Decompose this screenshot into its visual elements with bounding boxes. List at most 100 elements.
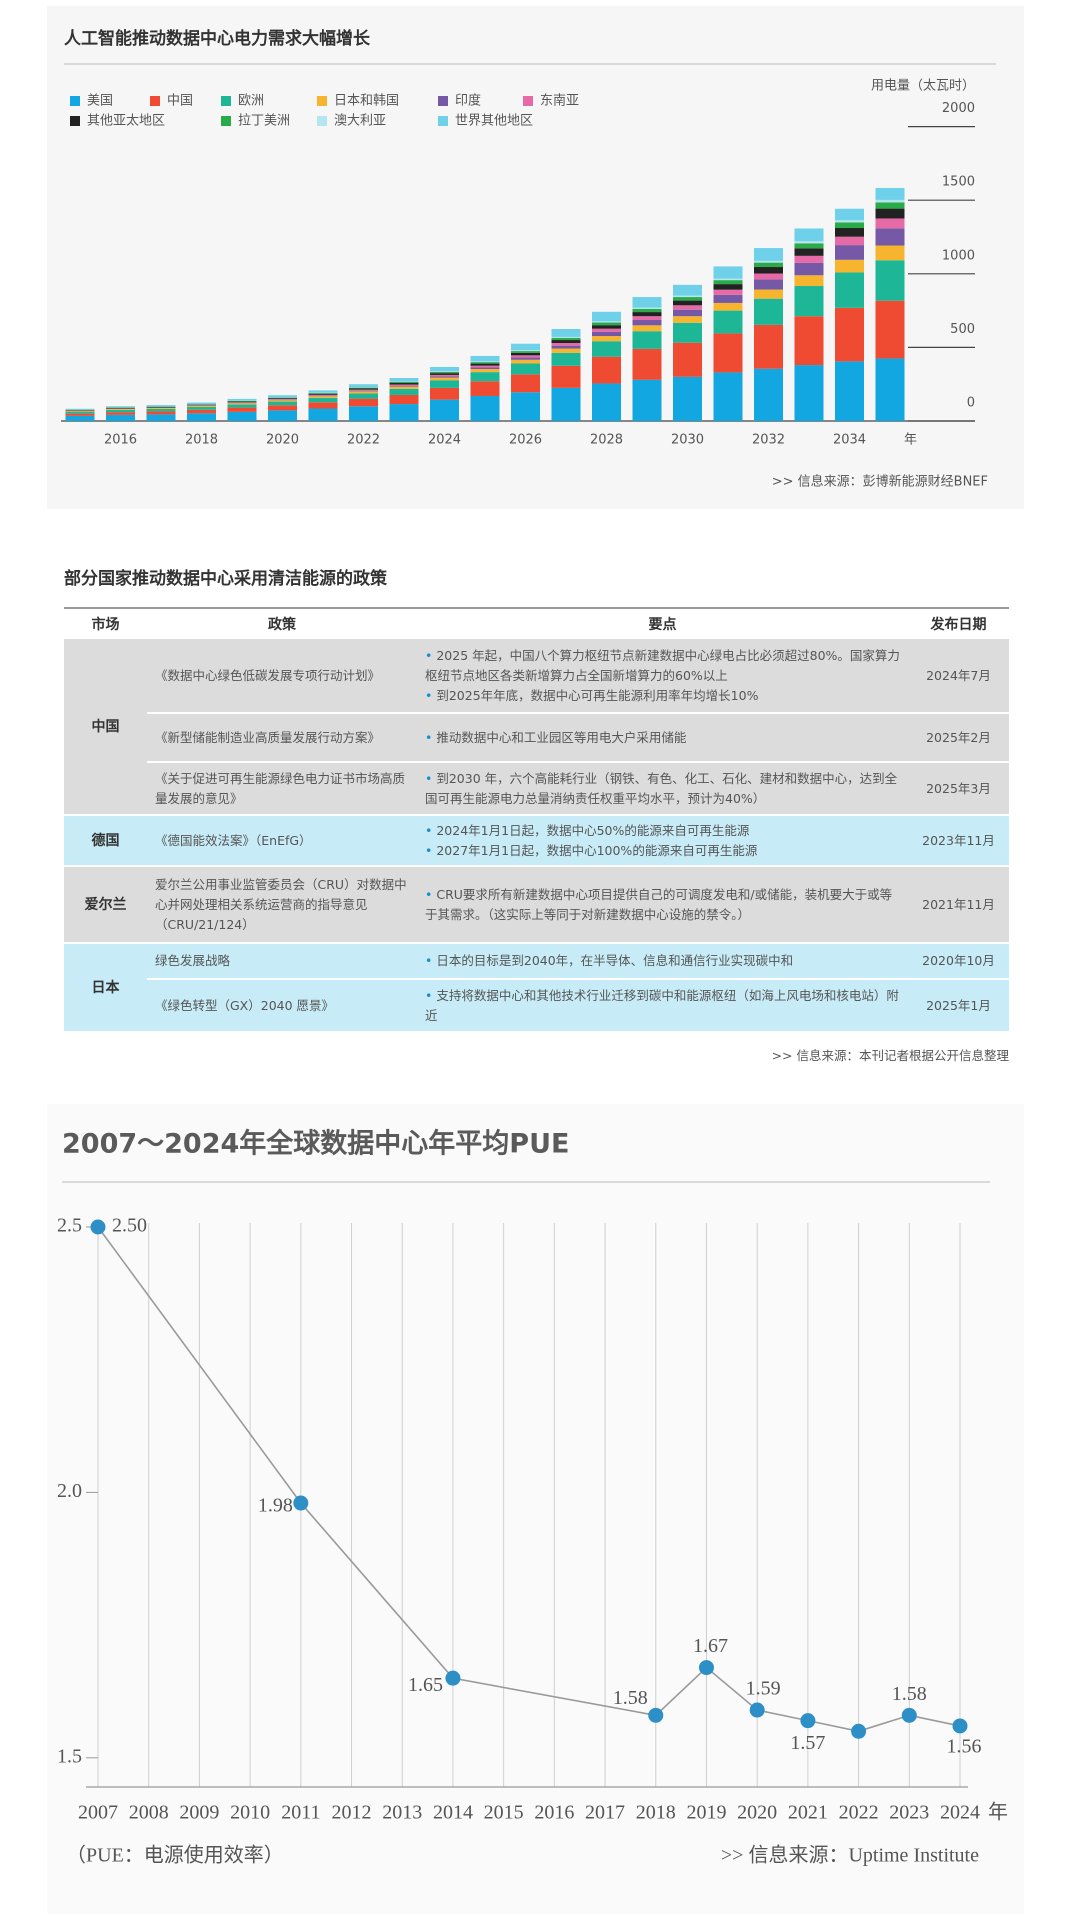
market-cell: 日本: [64, 943, 147, 1033]
chart-source: >> 信息来源：彭博新能源财经BNEF: [772, 474, 988, 490]
column-header: 要点: [417, 607, 908, 639]
bar-segment: [632, 307, 662, 309]
legend-label: 拉丁美洲: [238, 114, 290, 129]
data-point: [800, 1713, 816, 1729]
x-tick-label: 2007: [78, 1802, 118, 1824]
bar-segment: [389, 386, 419, 389]
x-tick-label: 2020: [266, 433, 299, 448]
bar-segment: [835, 228, 864, 237]
x-tick-label: 2018: [185, 433, 218, 448]
bar-segment: [713, 294, 743, 303]
legend-label: 东南亚: [540, 93, 579, 109]
data-point: [851, 1723, 867, 1739]
bar-segment: [470, 363, 500, 366]
footnote: （PUE：电源使用效率）: [66, 1844, 284, 1867]
bar-segment: [835, 272, 864, 308]
bar-segment: [187, 409, 216, 414]
bar-segment: [470, 355, 500, 362]
bar-segment: [551, 387, 581, 421]
table-row: 日本绿色发展战略日本的目标是到2040年，在半导体、信息和通信行业实现碳中和 20…: [64, 943, 1009, 1033]
data-point: [901, 1707, 917, 1723]
bar-segment: [106, 406, 135, 408]
bar-segment: [389, 404, 419, 421]
bar-segment: [673, 284, 702, 296]
data-label: 1.65: [408, 1674, 443, 1696]
table-row: 《绿色转型（GX）2040 愿景》支持将数据中心和其他技术行业迁移到碳中和能源枢…: [64, 979, 1009, 1033]
bar-segment: [65, 410, 95, 412]
policy-table-section: 部分国家推动数据中心采用清洁能源的政策 市场 政策 要点 发布日期 中国 《数据中心绿色…: [64, 566, 1009, 1064]
x-tick-label: 2028: [590, 433, 623, 448]
bar-segment: [632, 331, 662, 349]
bar-segment: [146, 414, 176, 421]
bar-segment: [268, 410, 297, 421]
bar-segment: [511, 392, 540, 421]
bar-segment: [146, 408, 176, 409]
bar-segment: [511, 355, 540, 358]
x-tick-label: 2020: [737, 1802, 777, 1824]
points-cell: 推动数据中心和工业园区等用电大户采用储能: [417, 713, 908, 763]
bar-segment: [187, 407, 216, 410]
bar-segment: [835, 307, 864, 362]
bar-segment: [673, 295, 702, 298]
bar-segment: [835, 208, 864, 221]
bar-segment: [794, 228, 824, 242]
x-tick-label: 2022: [347, 433, 380, 448]
bar-segment: [187, 413, 216, 421]
bar-segment: [835, 222, 864, 229]
bar-segment: [268, 397, 297, 399]
y-tick-label: 1.5: [57, 1745, 82, 1767]
bar-segment: [106, 409, 135, 413]
header-row: 市场 政策 要点 发布日期: [64, 607, 1009, 639]
legend-swatch: [438, 116, 448, 126]
x-tick-label: 2011: [281, 1802, 320, 1824]
bar-segment: [227, 400, 257, 402]
bar-segment: [875, 202, 905, 209]
bar-segment: [713, 302, 743, 311]
chart-source: >> 信息来源：Uptime Institute: [721, 1844, 979, 1867]
bar-segment: [268, 401, 297, 406]
bar-segment: [470, 369, 500, 373]
bar-segment: [187, 404, 216, 406]
x-tick-label: 2014: [433, 1802, 473, 1824]
bar-segment: [430, 387, 459, 400]
bar-segment: [835, 361, 864, 421]
policy-cell: 《德国能效法案》（EnEfG）: [147, 815, 417, 867]
bar-segment: [794, 243, 824, 249]
y-tick-label: 1000: [942, 248, 975, 263]
bar-segment: [308, 408, 338, 421]
bar-segment: [551, 345, 581, 349]
bar-segment: [875, 218, 905, 229]
bar-segment: [146, 408, 176, 412]
bar-segment: [389, 378, 419, 382]
panel: [47, 1104, 1024, 1914]
data-point: [648, 1707, 664, 1723]
point: 推动数据中心和工业园区等用电大户采用储能: [425, 728, 900, 748]
bar-segment: [349, 393, 378, 399]
bar-segment: [713, 310, 743, 334]
bar-segment: [551, 336, 581, 338]
bar-segment: [389, 385, 419, 387]
bar-segment: [754, 267, 783, 274]
x-tick-label: 2030: [671, 433, 704, 448]
point: 2027年1月1日起，数据中心100%的能源来自可再生能源: [425, 841, 900, 861]
legend-swatch: [70, 116, 80, 126]
chart-title: 人工智能推动数据中心电力需求大幅增长: [64, 28, 371, 49]
bar-segment: [349, 406, 378, 421]
bar-segment: [592, 336, 621, 342]
legend-swatch: [70, 96, 80, 106]
data-point: [698, 1660, 714, 1676]
data-label: 1.98: [258, 1495, 293, 1517]
data-label: 1.67: [693, 1635, 728, 1657]
bar-segment: [65, 411, 95, 414]
bar-segment: [430, 371, 459, 372]
bar-segment: [511, 359, 540, 364]
bar-segment: [106, 414, 135, 421]
bar-segment: [875, 260, 905, 301]
table-row: 中国《数据中心绿色低碳发展专项行动计划》2025 年起，中国八个算力枢纽节点新建…: [64, 639, 1009, 816]
x-tick-label: 2019: [686, 1802, 726, 1824]
x-tick-label: 2021: [788, 1802, 828, 1824]
bar-segment: [65, 408, 95, 410]
x-tick-label: 2017: [585, 1802, 625, 1824]
